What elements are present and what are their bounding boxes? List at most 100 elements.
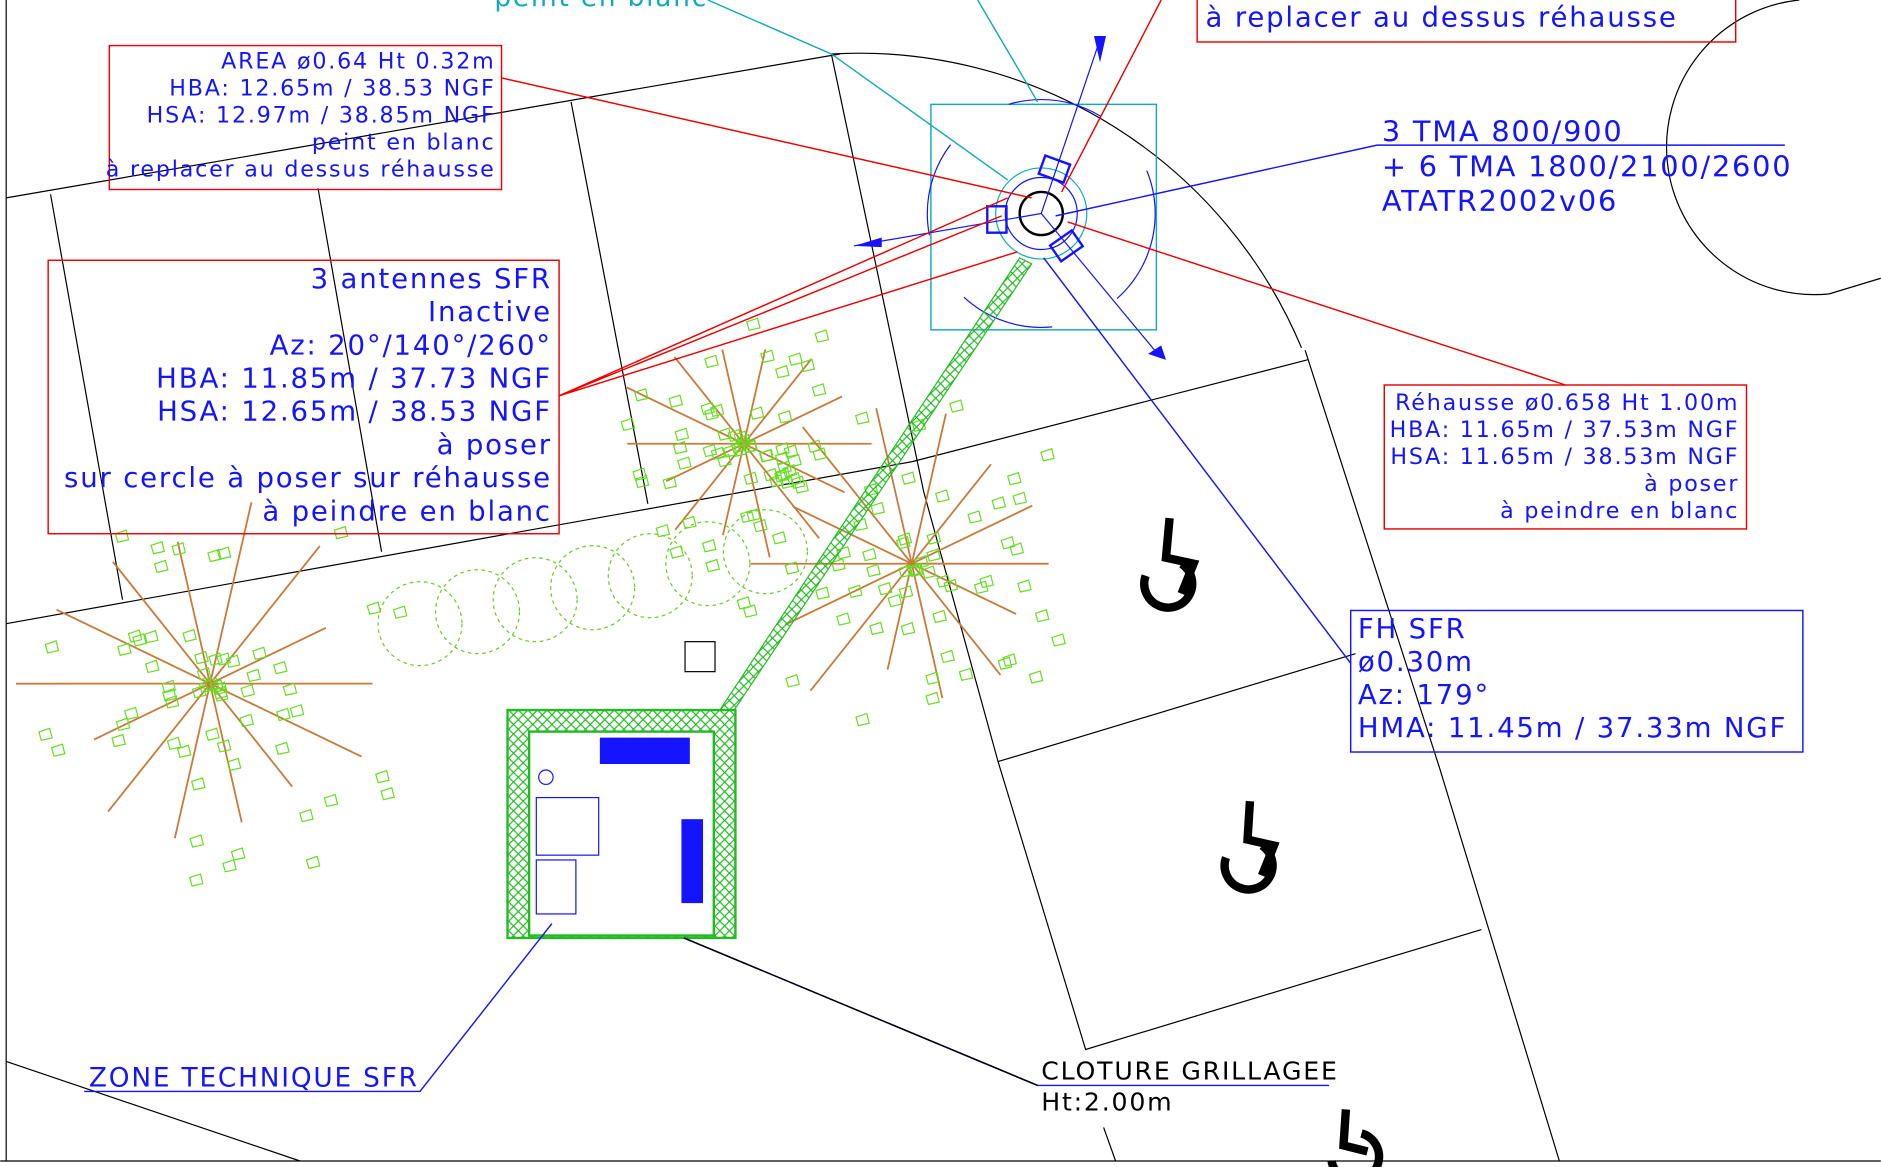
- leaf: [276, 742, 289, 754]
- leaf: [376, 771, 389, 783]
- leaf: [240, 714, 253, 726]
- page: {"labels":{ "top_cyan":{"lines":["peint …: [0, 0, 1881, 1167]
- leaf: [737, 597, 750, 609]
- label-line: Az: 20°/140°/260°: [270, 328, 552, 361]
- leaf: [306, 856, 319, 868]
- leaf: [45, 641, 58, 653]
- shrub: [378, 582, 462, 666]
- leaf: [283, 683, 296, 695]
- label-line: HSA: 12.97m / 38.85m NGF: [147, 102, 496, 128]
- leaf: [706, 560, 719, 572]
- leaf: [902, 472, 915, 484]
- leaf: [381, 788, 394, 800]
- leaf: [656, 525, 669, 537]
- label-line: peint en blanc: [312, 129, 496, 155]
- leaf: [941, 650, 954, 662]
- leaf: [754, 520, 767, 532]
- leaf: [779, 411, 792, 423]
- leaf: [274, 662, 287, 674]
- leaf: [247, 669, 260, 681]
- leaf: [206, 728, 219, 740]
- shrub: [436, 570, 520, 654]
- leaf: [669, 395, 682, 407]
- leaf: [867, 564, 880, 576]
- label-line: CLOTURE GRILLAGEE: [1041, 1056, 1338, 1085]
- leaf: [856, 412, 869, 424]
- leaf: [871, 503, 884, 515]
- branch: [94, 684, 210, 740]
- leaf: [718, 455, 731, 467]
- leaf: [253, 647, 266, 659]
- leaf: [776, 366, 789, 378]
- label-line: HSA: 11.65m / 38.53m NGF: [1390, 444, 1739, 470]
- tower: [720, 36, 1166, 710]
- leaf: [195, 652, 208, 664]
- leaf: [747, 318, 760, 330]
- shelter: [508, 642, 736, 938]
- label-line: à replacer au dessus réhausse: [1206, 0, 1678, 33]
- leaf: [183, 630, 196, 642]
- branch: [744, 396, 842, 443]
- leaf: [663, 477, 676, 489]
- leaf: [815, 330, 828, 342]
- leaf: [1036, 610, 1049, 622]
- label-line: 3 TMA 800/900: [1382, 115, 1624, 149]
- label-line: AREA ø0.64 Ht 0.32m: [221, 48, 495, 74]
- leaf: [786, 675, 799, 687]
- leaf: [950, 400, 963, 412]
- label-line: sur cercle à poser sur réhausse: [64, 461, 552, 494]
- leaf: [1018, 580, 1031, 592]
- label-line: peint en blanc: [494, 0, 708, 13]
- leaf: [241, 685, 254, 697]
- label-line: + 6 TMA 1800/2100/2600: [1382, 149, 1793, 183]
- leaf: [1013, 492, 1026, 504]
- leaf: [145, 631, 158, 643]
- leaf: [290, 705, 303, 717]
- leaf: [163, 689, 176, 701]
- leaf: [190, 874, 203, 886]
- leaf: [125, 707, 138, 719]
- shrub: [551, 546, 635, 630]
- label-line: HBA: 11.85m / 37.73 NGF: [156, 362, 552, 395]
- leaf: [936, 490, 949, 502]
- branch: [912, 564, 1016, 614]
- leaf: [675, 428, 688, 440]
- label-line: ATATR2002v06: [1382, 184, 1618, 218]
- leaf: [879, 583, 892, 595]
- label-line: à peindre en blanc: [1500, 498, 1739, 524]
- leaf: [223, 860, 236, 872]
- label-line: à poser: [1644, 471, 1739, 497]
- label-line: FH SFR: [1358, 612, 1467, 645]
- leaf: [228, 758, 241, 770]
- label-line: Inactive: [428, 295, 552, 328]
- label-line: Az: 179°: [1358, 678, 1490, 711]
- leaf: [115, 530, 128, 542]
- annotations: peint en blancà replacer au dessus réhau…: [48, 0, 1803, 1117]
- leaf: [863, 549, 876, 561]
- shrub: [493, 558, 577, 642]
- branch: [210, 628, 326, 684]
- label-line: à poser: [437, 428, 552, 461]
- label-line: ZONE TECHNIQUE SFR: [89, 1064, 419, 1094]
- label-line: à replacer au dessus réhausse: [106, 156, 496, 182]
- label-line: HBA: 12.65m / 38.53 NGF: [169, 75, 495, 101]
- leaf: [367, 602, 380, 614]
- leaf: [812, 384, 825, 396]
- leaf: [789, 353, 802, 365]
- label-line: HBA: 11.65m / 37.53m NGF: [1390, 417, 1740, 443]
- branch: [627, 387, 744, 443]
- leaf: [933, 610, 946, 622]
- leaf: [1010, 543, 1023, 555]
- leaf: [52, 744, 65, 756]
- leaf: [901, 623, 914, 635]
- branch: [57, 610, 211, 684]
- leaf: [192, 778, 205, 790]
- leaf: [992, 497, 1005, 509]
- leaf: [927, 532, 940, 544]
- label-line: HSA: 12.65m / 38.53 NGF: [157, 395, 552, 428]
- leaf: [784, 445, 797, 457]
- leaf: [129, 630, 142, 642]
- leaf: [324, 794, 337, 806]
- leaf: [888, 595, 901, 607]
- leaf: [870, 622, 883, 634]
